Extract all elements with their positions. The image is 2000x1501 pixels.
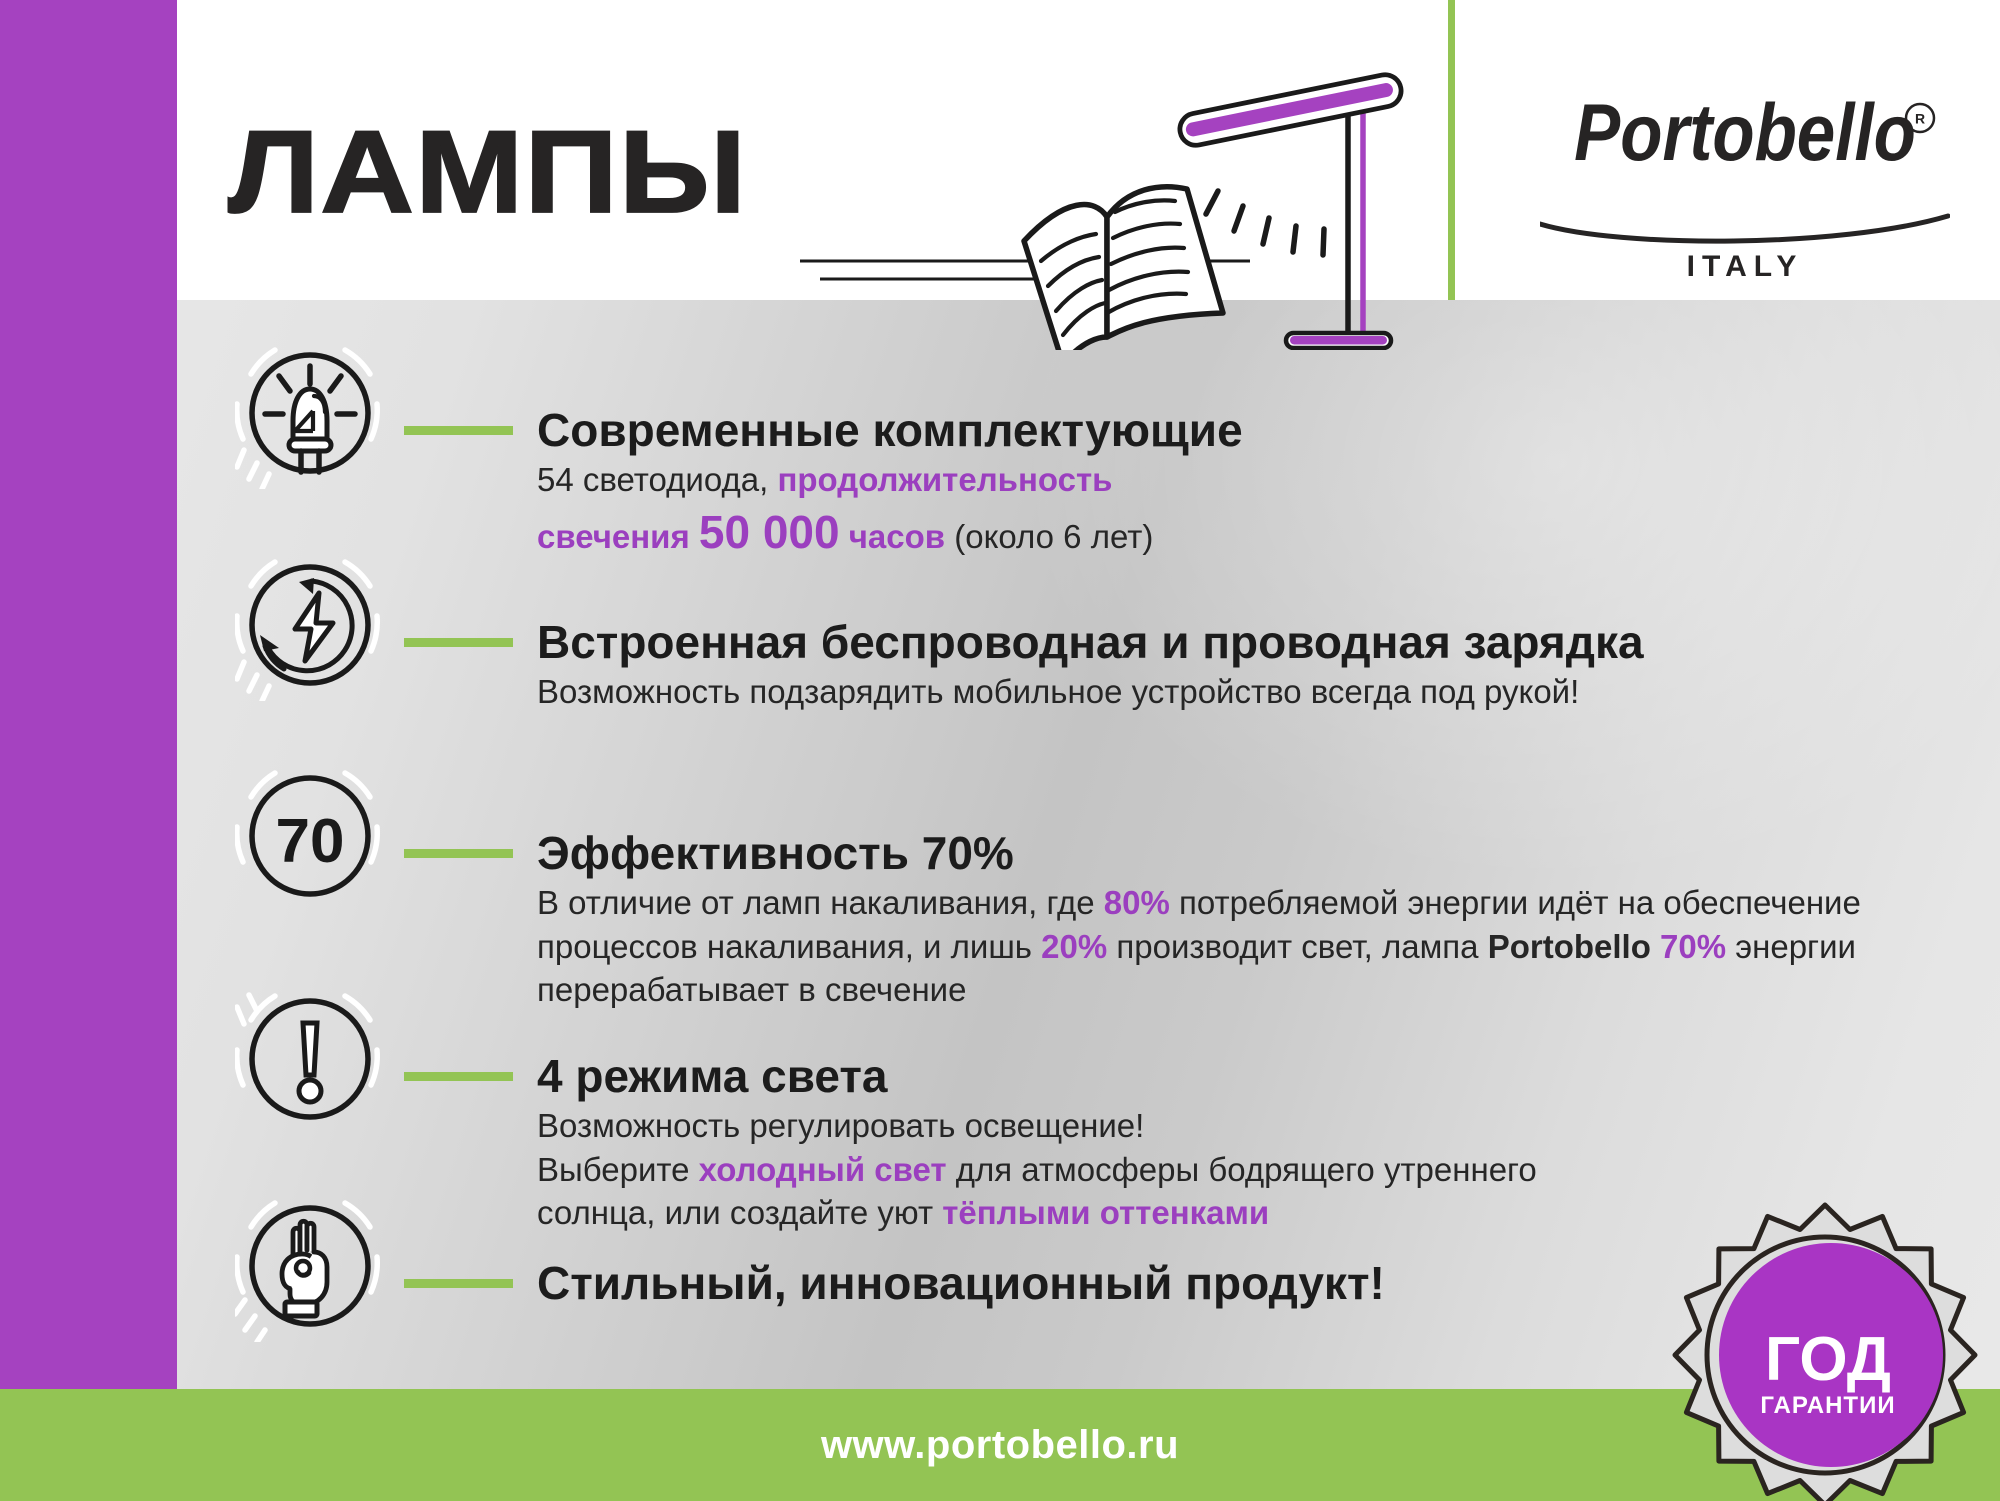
svg-text:ГОД: ГОД bbox=[1765, 1325, 1891, 1394]
svg-text:R: R bbox=[1915, 111, 1925, 127]
svg-text:ГАРАНТИИ: ГАРАНТИИ bbox=[1760, 1392, 1895, 1419]
svg-text:70: 70 bbox=[276, 807, 345, 876]
